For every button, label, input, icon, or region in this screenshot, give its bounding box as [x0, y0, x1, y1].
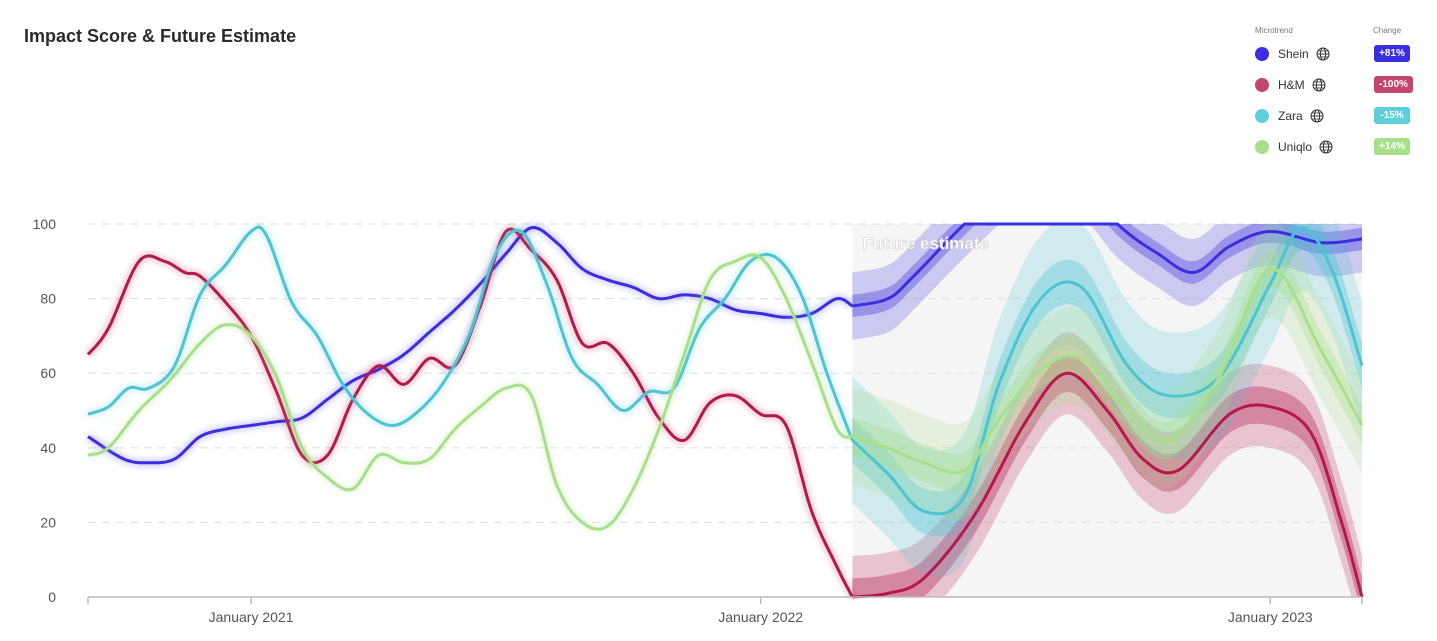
legend-item[interactable]: Shein +81%	[1255, 38, 1425, 69]
series-forecast-line	[852, 371, 1364, 599]
legend-item[interactable]: Zara -15%	[1255, 100, 1425, 131]
legend-header: Microtrend Change	[1255, 26, 1425, 38]
chart-title: Impact Score & Future Estimate	[24, 26, 297, 46]
legend-item[interactable]: H&M -100%	[1255, 69, 1425, 100]
globe-icon[interactable]	[1316, 47, 1330, 61]
series-forecast-line	[851, 267, 1364, 475]
legend-col-change: Change	[1373, 26, 1402, 35]
series-line	[87, 253, 853, 531]
change-badge: -100%	[1374, 76, 1413, 93]
y-tick-label: 20	[40, 514, 56, 530]
x-tick-label: January 2021	[209, 609, 294, 625]
legend-item-name: Shein	[1278, 46, 1309, 61]
series-shein[interactable]	[86, 222, 1363, 467]
x-tick-label: January 2023	[1228, 609, 1313, 625]
forecast-band-inner	[852, 224, 1362, 318]
legend-item[interactable]: Uniqlo +14%	[1255, 131, 1425, 162]
forecast-band-inner	[852, 224, 1362, 537]
legend: Microtrend Change Shein +81% H&M -100% Zara -…	[1255, 26, 1425, 162]
series-forecast-line	[851, 226, 1364, 516]
y-tick-label: 80	[40, 291, 56, 307]
forecast-band-outer	[852, 224, 1362, 578]
series-line	[87, 226, 854, 465]
legend-dot	[1255, 77, 1269, 92]
series-forecast-line	[852, 222, 1363, 308]
forecast-band-outer	[852, 332, 1362, 597]
change-badge: +81%	[1374, 45, 1410, 62]
legend-dot	[1255, 139, 1269, 154]
legend-item-name: Zara	[1278, 108, 1303, 123]
change-badge: +14%	[1374, 138, 1410, 155]
y-tick-label: 40	[40, 440, 56, 456]
y-tick-label: 0	[48, 589, 56, 605]
series-uniqlo[interactable]	[87, 251, 1364, 533]
globe-icon[interactable]	[1319, 140, 1333, 154]
legend-dot	[1255, 46, 1269, 61]
forecast-band-inner	[852, 250, 1362, 492]
legend-dot	[1255, 108, 1269, 123]
legend-item-name: H&M	[1278, 77, 1305, 92]
future-estimate-label: Future estimate	[862, 234, 989, 253]
globe-icon[interactable]	[1310, 109, 1324, 123]
change-badge: -15%	[1374, 107, 1410, 124]
series-zara[interactable]	[86, 223, 1364, 516]
forecast-band-outer	[852, 224, 1362, 340]
y-tick-label: 100	[33, 216, 57, 232]
legend-item-name: Uniqlo	[1278, 139, 1313, 154]
series-line	[87, 225, 854, 441]
y-tick-label: 60	[40, 365, 56, 381]
x-tick-label: January 2022	[718, 609, 803, 625]
forecast-band-inner	[852, 354, 1362, 597]
globe-icon[interactable]	[1312, 78, 1326, 92]
legend-col-microtrend: Microtrend	[1255, 26, 1293, 35]
